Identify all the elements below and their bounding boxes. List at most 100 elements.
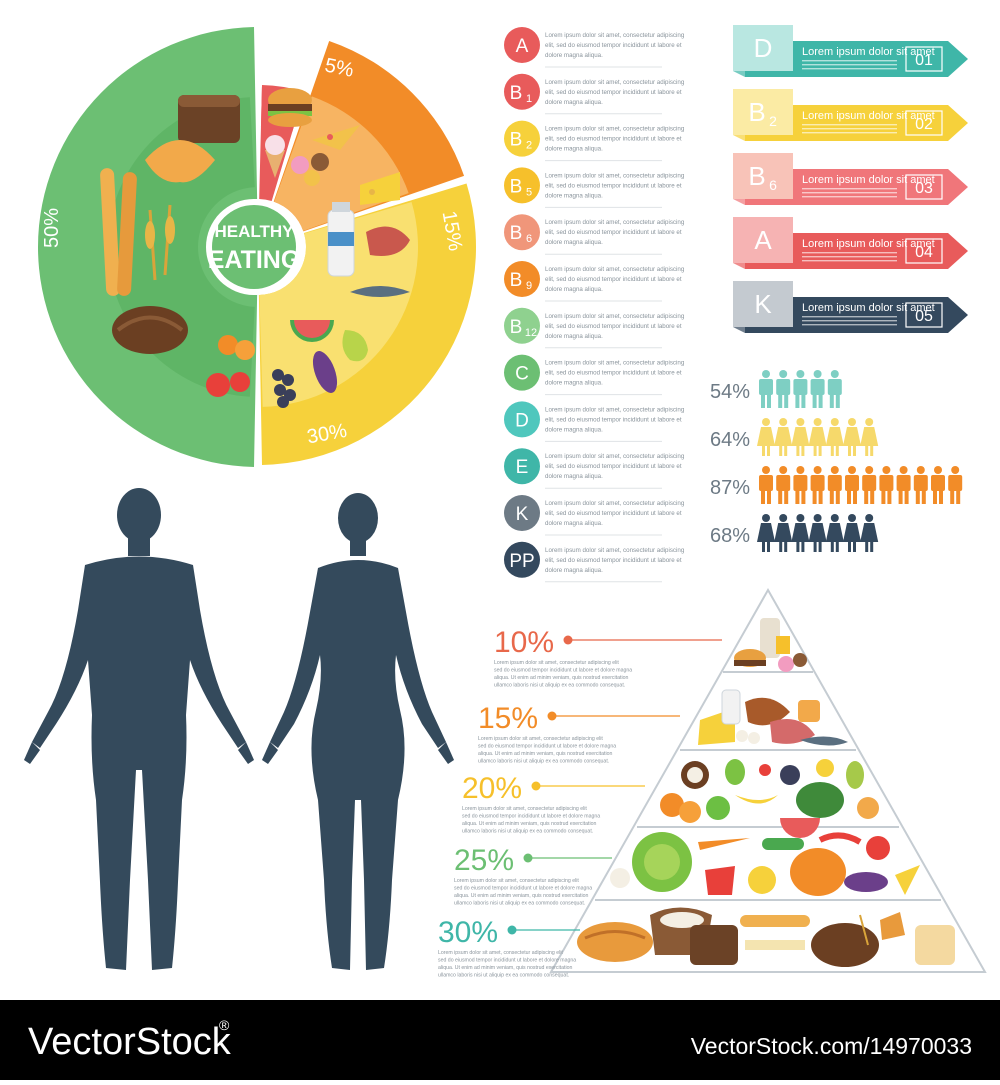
female-person-icon: [860, 514, 879, 552]
banner-filler-line: [802, 196, 897, 198]
people-stat-row: 87%: [710, 466, 963, 504]
healthy-eating-plate: HEALTHY EATING 50%5%15%30%: [38, 27, 477, 467]
pyramid-level-description-line: aliqua. Ut enim ad minim veniam, quis no…: [438, 965, 572, 971]
vitamin-badge: [504, 120, 540, 157]
people-stat-percent: 54%: [710, 381, 750, 403]
banner-arrow: [745, 233, 968, 269]
pyramid-level-description-line: ullamco laboris nisi ut aliquip ex ea co…: [462, 829, 593, 835]
female-person-icon: [808, 514, 827, 552]
banner-filler-line: [802, 260, 897, 262]
banner-arrow: [745, 41, 968, 77]
vitamin-row: B 9 Lorem ipsum dolor sit amet, consectetu…: [504, 261, 685, 302]
banner-letter-tab: [733, 25, 793, 71]
vitamin-row: B 6 Lorem ipsum dolor sit amet, consectetu…: [504, 214, 685, 255]
vitamin-row: D Lorem ipsum dolor sit amet, consectetur…: [504, 401, 685, 442]
vitamin-description-line: Lorem ipsum dolor sit amet, consectetur …: [545, 79, 685, 86]
banner-number: 02: [915, 116, 933, 133]
vitamin-row: PP Lorem ipsum dolor sit amet, consectetu…: [504, 541, 685, 583]
pyramid-level-labels: 10%Lorem ipsum dolor sit amet, consectet…: [438, 626, 722, 979]
female-person-icon: [774, 514, 793, 552]
vitamin-letter: B: [510, 176, 523, 197]
pyramid-level-dot: [523, 853, 533, 863]
banner-letter: K: [754, 289, 772, 319]
male-person-icon: [759, 466, 773, 504]
vitamin-description-line: elit, sed do eiusmod tempor incididunt u…: [545, 557, 682, 564]
banner-arrow: [745, 169, 968, 205]
vitamin-description-line: dolore magna aliqua.: [545, 333, 603, 340]
banner-number: 03: [915, 180, 933, 197]
female-person-icon: [757, 514, 775, 552]
pyramid-level-description-line: sed do eiusmod tempor incididunt ut labo…: [494, 668, 632, 674]
female-person-icon: [825, 514, 844, 552]
vitamin-description-line: elit, sed do eiusmod tempor incididunt u…: [545, 323, 682, 330]
male-person-icon: [896, 466, 911, 504]
people-stat-row: 68%: [710, 514, 879, 552]
vitamin-description-line: elit, sed do eiusmod tempor incididunt u…: [545, 463, 682, 470]
pyramid-level-dot: [531, 781, 541, 791]
banner-number-box: [905, 110, 943, 136]
vitamin-letter: B: [510, 317, 523, 338]
vitamin-row: A Lorem ipsum dolor sit amet, consectetur…: [504, 27, 685, 68]
vitamin-description-line: dolore magna aliqua.: [545, 146, 603, 153]
banner-number: 05: [915, 308, 933, 325]
vitamin-description-line: Lorem ipsum dolor sit amet, consectetur …: [545, 172, 685, 179]
vitamin-description-line: dolore magna aliqua.: [545, 520, 603, 527]
pyramid-sweets-illustration: [734, 618, 807, 672]
vitamin-badge: [504, 261, 540, 297]
watermark-bar: [0, 1000, 1000, 1080]
vitamin-badge: [504, 73, 540, 110]
male-person-icon: [810, 370, 825, 408]
watermark-url: VectorStock.com/14970033: [691, 1033, 972, 1059]
vitamin-list: A Lorem ipsum dolor sit amet, consectetur…: [504, 27, 685, 583]
banner-filler-line: [802, 316, 897, 318]
male-person-icon: [913, 466, 928, 504]
male-person-icon: [948, 466, 963, 504]
fruits-vegetables-illustration: [206, 320, 368, 408]
banner-heading: Lorem ipsum dolor sit amet: [802, 110, 935, 122]
pyramid-level-description-line: aliqua. Ut enim ad minim veniam, quis no…: [478, 751, 612, 757]
banner-letter-tab: [733, 281, 793, 327]
pyramid-level-description-line: ullamco laboris nisi ut aliquip ex ea co…: [438, 973, 569, 979]
pyramid-level: 10%Lorem ipsum dolor sit amet, consectet…: [494, 626, 722, 689]
banner-filler-line: [802, 64, 897, 66]
banner-letter-tab: [733, 89, 793, 135]
pyramid-level-description-line: aliqua. Ut enim ad minim veniam, quis no…: [494, 675, 628, 681]
pyramid-level-description-line: ullamco laboris nisi ut aliquip ex ea co…: [478, 759, 609, 765]
female-person-icon: [791, 418, 810, 456]
vitamin-description-line: Lorem ipsum dolor sit amet, consectetur …: [545, 500, 685, 507]
people-stat-row: 64%: [710, 418, 879, 456]
pyramid-level-description-line: aliqua. Ut enim ad minim veniam, quis no…: [462, 821, 596, 827]
banner-fold: [733, 135, 745, 141]
vitamin-row: K Lorem ipsum dolor sit amet, consectetur…: [504, 495, 685, 536]
vitamin-subscript: 12: [525, 327, 537, 339]
female-person-icon: [808, 418, 827, 456]
pyramid-level: 30%Lorem ipsum dolor sit amet, consectet…: [438, 916, 580, 979]
vitamin-row: B 2 Lorem ipsum dolor sit amet, consectetu…: [504, 120, 685, 162]
vitamin-letter: E: [516, 457, 529, 478]
grain-foods-illustration: [100, 95, 240, 354]
pyramid-level-description-line: ullamco laboris nisi ut aliquip ex ea co…: [454, 901, 585, 907]
vitamin-description-line: elit, sed do eiusmod tempor incididunt u…: [545, 276, 682, 283]
pyramid-level-description-line: ullamco laboris nisi ut aliquip ex ea co…: [494, 683, 625, 689]
plate-center-badge: [212, 205, 296, 289]
vitamin-description-line: dolore magna aliqua.: [545, 380, 603, 387]
female-person-icon: [757, 418, 775, 456]
pyramid-level-description-line: Lorem ipsum dolor sit amet, consectetur …: [462, 806, 587, 812]
vitamin-description-line: Lorem ipsum dolor sit amet, consectetur …: [545, 360, 685, 367]
vitamin-description-line: dolore magna aliqua.: [545, 239, 603, 246]
vitamin-description-line: dolore magna aliqua.: [545, 99, 603, 106]
vitamin-badge: [504, 448, 540, 485]
female-person-icon: [774, 418, 793, 456]
vitamin-badge: [504, 354, 540, 391]
banner-filler-line: [802, 252, 897, 254]
pyramid-level-description-line: sed do eiusmod tempor incididunt ut labo…: [438, 958, 576, 964]
female-person-icon: [843, 418, 861, 456]
vitamin-letter: B: [510, 83, 523, 104]
banner-filler-line: [802, 320, 897, 322]
vitamin-description-line: elit, sed do eiusmod tempor incididunt u…: [545, 136, 682, 143]
banner-filler-line: [802, 192, 897, 194]
vitamin-badge: [504, 27, 540, 63]
male-person-icon: [793, 370, 808, 408]
